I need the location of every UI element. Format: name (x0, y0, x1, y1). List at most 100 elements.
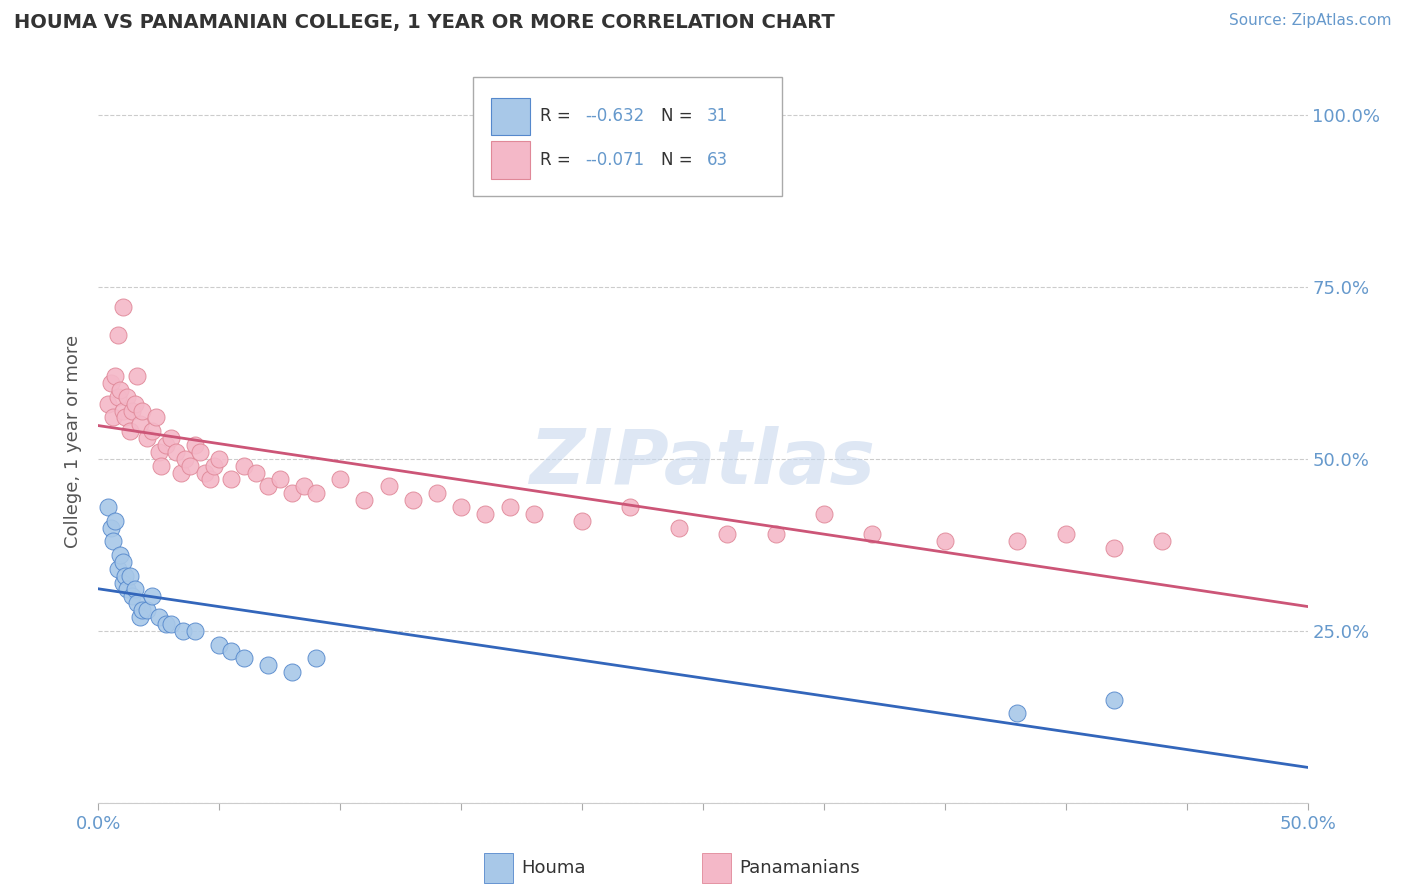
FancyBboxPatch shape (492, 97, 530, 136)
Point (256, 658, 278, 673)
Point (101, 534, 124, 549)
Point (111, 575, 134, 590)
Point (155, 438, 177, 452)
Point (108, 548, 131, 562)
Point (450, 500, 472, 514)
Point (1152, 534, 1174, 549)
Point (118, 568, 141, 582)
Point (111, 555, 134, 569)
Point (131, 603, 153, 617)
Point (100, 376, 122, 390)
Point (145, 410, 167, 425)
Point (860, 527, 883, 541)
Text: --0.632: --0.632 (586, 107, 645, 126)
Point (426, 486, 449, 500)
Point (571, 514, 593, 528)
Point (221, 644, 243, 658)
Point (184, 438, 207, 452)
Point (1054, 527, 1077, 541)
Point (716, 527, 738, 541)
Point (281, 486, 304, 500)
Point (124, 582, 146, 597)
Point (121, 403, 143, 417)
Point (135, 603, 157, 617)
Text: 63: 63 (707, 151, 728, 169)
Point (208, 638, 231, 652)
Point (117, 390, 139, 404)
Point (245, 466, 267, 480)
Point (194, 466, 217, 480)
Text: R =: R = (540, 151, 576, 169)
Text: N =: N = (661, 107, 697, 126)
Text: 31: 31 (707, 107, 728, 126)
Text: ZIPatlas: ZIPatlas (530, 426, 876, 500)
Point (523, 507, 546, 521)
Point (1007, 706, 1029, 721)
Point (118, 424, 141, 438)
Point (104, 514, 127, 528)
Point (165, 445, 187, 459)
Point (402, 493, 425, 508)
Text: Panamanians: Panamanians (740, 859, 860, 877)
Point (619, 500, 641, 514)
Point (269, 472, 291, 486)
Point (111, 403, 134, 417)
Point (108, 383, 131, 397)
Point (232, 458, 254, 473)
Point (128, 610, 150, 624)
Point (1007, 534, 1029, 549)
Point (131, 403, 153, 417)
Point (107, 390, 129, 404)
Point (117, 582, 139, 597)
Point (1102, 692, 1125, 706)
Point (208, 451, 231, 466)
Text: Houma: Houma (522, 859, 586, 877)
Y-axis label: College, 1 year or more: College, 1 year or more (65, 335, 83, 548)
Point (174, 451, 197, 466)
Point (100, 520, 122, 534)
Point (498, 500, 520, 514)
Point (377, 479, 399, 493)
Point (292, 479, 315, 493)
Point (148, 610, 170, 624)
Point (305, 651, 328, 665)
Point (150, 458, 173, 473)
Point (765, 527, 787, 541)
Point (179, 458, 201, 473)
Point (121, 590, 143, 604)
Point (813, 507, 835, 521)
Point (1102, 541, 1125, 556)
Point (107, 562, 129, 576)
Point (97, 500, 120, 514)
Text: Source: ZipAtlas.com: Source: ZipAtlas.com (1229, 13, 1392, 29)
Point (127, 369, 149, 384)
Point (305, 486, 328, 500)
Text: R =: R = (540, 107, 576, 126)
Point (256, 479, 278, 493)
Point (184, 624, 207, 638)
Point (127, 596, 149, 610)
Point (111, 301, 134, 315)
Point (141, 424, 163, 438)
Point (221, 472, 243, 486)
Point (169, 466, 191, 480)
Point (97, 397, 120, 411)
FancyBboxPatch shape (702, 853, 731, 883)
Point (101, 410, 124, 425)
Point (204, 458, 226, 473)
Point (160, 616, 183, 631)
Point (141, 590, 163, 604)
FancyBboxPatch shape (474, 77, 782, 196)
Point (934, 534, 956, 549)
Point (148, 445, 170, 459)
Point (232, 651, 254, 665)
Point (329, 472, 352, 486)
Point (668, 520, 690, 534)
Point (198, 472, 221, 486)
Point (155, 616, 177, 631)
FancyBboxPatch shape (492, 141, 530, 178)
FancyBboxPatch shape (484, 853, 513, 883)
Point (114, 410, 136, 425)
Point (128, 417, 150, 432)
Point (104, 369, 127, 384)
